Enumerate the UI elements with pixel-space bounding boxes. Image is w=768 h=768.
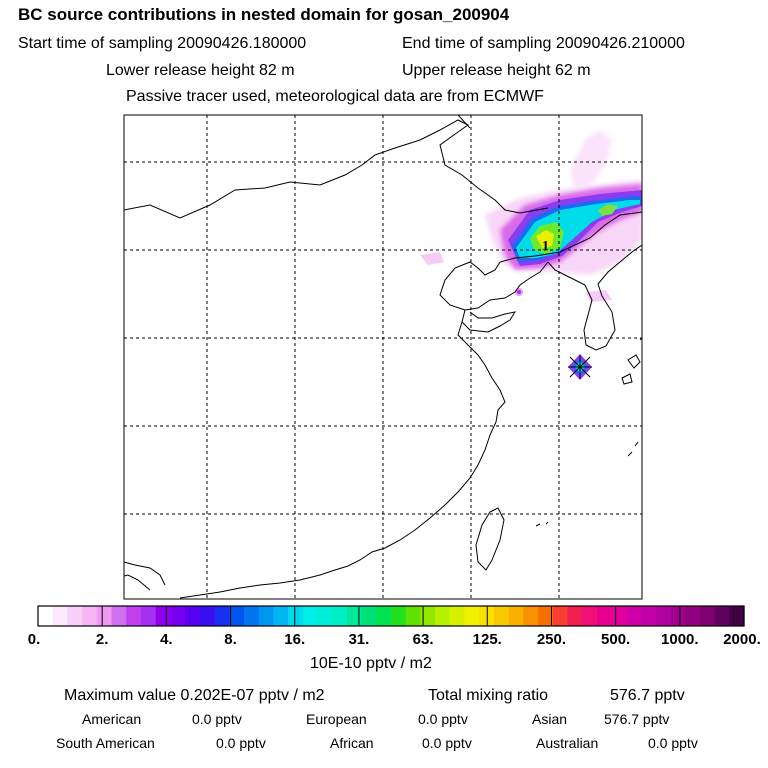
release-site-marker (568, 354, 592, 380)
colorbar-cell (596, 606, 613, 626)
european-value: 0.0 pptv (418, 711, 468, 727)
colorbar-cell (52, 606, 69, 626)
colorbar-cell (582, 606, 598, 626)
colorbar-cell (199, 606, 216, 626)
colorbar-cell (670, 606, 686, 626)
colorbar-tick-label: 2. (96, 631, 109, 648)
colorbar-frame (37, 605, 745, 627)
colorbar-tick-label: 8. (224, 631, 237, 648)
colorbar-cell (626, 606, 642, 626)
colorbar-unit-label: 10E-10 pptv / m2 (310, 655, 432, 672)
colorbar-cell (405, 606, 422, 626)
colorbar-cell (391, 606, 407, 626)
colorbar-tick-label: 1000. (661, 631, 699, 648)
colorbar-cells (38, 606, 745, 626)
colorbar-tick-label: 250. (537, 631, 566, 648)
colorbar-tick-label: 16. (284, 631, 305, 648)
upper-release-height-label: Upper release height 62 m (402, 62, 591, 79)
colorbar-cell (464, 606, 480, 626)
colorbar-cell (376, 606, 392, 626)
colorbar-tick-label: 4. (160, 631, 173, 648)
maximum-value: Maximum value 0.202E-07 pptv / m2 (64, 687, 325, 704)
colorbar-tick-labels: 0. 2. 4. 8. 16. 31. 63. 125. 250. 500. 1000. 2000. (28, 606, 761, 648)
colorbar-cell (567, 606, 583, 626)
colorbar-cell (611, 606, 627, 626)
african-label: African (330, 735, 374, 751)
australian-label: Australian (536, 735, 599, 751)
colorbar-cell (552, 606, 569, 626)
total-mixing-ratio-label: Total mixing ratio (428, 687, 549, 704)
colorbar-tick-label: 125. (473, 631, 502, 648)
south-american-value: 0.0 pptv (216, 735, 266, 751)
graticule (124, 115, 642, 599)
colorbar-cell (155, 606, 171, 626)
colorbar-cell (214, 606, 230, 626)
colorbar-cell (273, 606, 289, 626)
colorbar-cell (714, 606, 730, 626)
european-label: European (306, 711, 367, 727)
colorbar-cell (332, 606, 348, 626)
colorbar-cell (699, 606, 716, 626)
colorbar-tick-label: 63. (413, 631, 434, 648)
colorbar-cell (641, 606, 657, 626)
receptor-label: 1 (542, 239, 549, 254)
colorbar-cell (170, 606, 186, 626)
colorbar-cell (140, 606, 157, 626)
colorbar-cell (493, 606, 510, 626)
colorbar-cell (185, 606, 201, 626)
colorbar-cell (538, 606, 554, 626)
colorbar-tick-label: 31. (348, 631, 369, 648)
colorbar-tick-label: 0. (28, 631, 41, 648)
concentration-plume (420, 130, 642, 380)
colorbar-cell (126, 606, 142, 626)
coastlines (124, 115, 642, 599)
colorbar-cell (449, 606, 466, 626)
american-value: 0.0 pptv (192, 711, 242, 727)
colorbar-cell (243, 606, 260, 626)
colorbar-cell (361, 606, 377, 626)
colorbar-cell (317, 606, 333, 626)
colorbar-cell (508, 606, 524, 626)
colorbar-cell (420, 606, 436, 626)
colorbar-cell (258, 606, 274, 626)
colorbar-cell (346, 606, 363, 626)
colorbar-cell (82, 606, 98, 626)
colorbar-cell (288, 606, 304, 626)
asian-label: Asian (532, 711, 568, 727)
colorbar-cell (111, 606, 127, 626)
colorbar-cell (435, 606, 451, 626)
colorbar-tick-label: 500. (601, 631, 630, 648)
african-value: 0.0 pptv (422, 735, 472, 751)
colorbar-cell (38, 606, 54, 626)
start-time-label: Start time of sampling 20090426.180000 (18, 35, 307, 52)
colorbar-cell (729, 606, 745, 626)
south-american-label: South American (56, 735, 155, 751)
lower-release-height-label: Lower release height 82 m (106, 62, 295, 79)
colorbar-cell (685, 606, 701, 626)
colorbar-cell (229, 606, 245, 626)
total-mixing-ratio-value: 576.7 pptv (610, 687, 685, 704)
australian-value: 0.0 pptv (648, 735, 698, 751)
colorbar-cell (67, 606, 83, 626)
asian-value: 576.7 pptv (604, 711, 670, 727)
colorbar-cell (523, 606, 539, 626)
american-label: American (82, 711, 142, 727)
tracer-note: Passive tracer used, meteorological data… (126, 88, 544, 105)
colorbar-cell (96, 606, 113, 626)
colorbar-cell (302, 606, 319, 626)
map-title: BC source contributions in nested domain… (18, 5, 510, 24)
map-frame (123, 114, 643, 600)
end-time-label: End time of sampling 20090426.210000 (402, 35, 685, 52)
colorbar-tick-label: 2000. (723, 631, 761, 648)
colorbar-cell (655, 606, 672, 626)
